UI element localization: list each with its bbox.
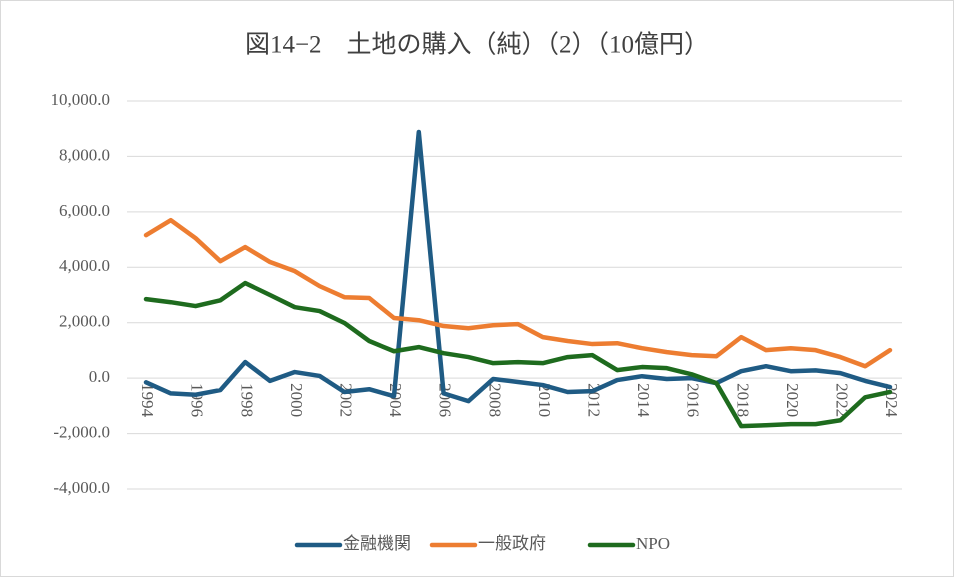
y-tick-label: -2,000.0	[53, 422, 110, 441]
x-tick-label: 2008	[485, 383, 504, 417]
x-tick-label: 2020	[783, 383, 802, 417]
x-tick-label: 2016	[684, 383, 703, 417]
y-tick-label: 2,000.0	[59, 312, 110, 331]
legend-label: 金融機関	[343, 534, 411, 553]
x-tick-label: 1998	[237, 383, 256, 417]
x-tick-label: 2000	[287, 383, 306, 417]
y-tick-label: 10,000.0	[51, 90, 111, 109]
y-tick-label: -4,000.0	[53, 478, 110, 497]
x-tick-label: 2006	[436, 383, 455, 417]
y-tick-label: 8,000.0	[59, 145, 110, 164]
legend-label: 一般政府	[478, 534, 546, 553]
chart-title: 図14−2 土地の購入（純）（2）（10億円）	[245, 31, 709, 59]
y-tick-label: 6,000.0	[59, 201, 110, 220]
series-line	[143, 129, 893, 404]
x-tick-label: 2004	[386, 383, 405, 418]
x-tick-label: 2010	[535, 383, 554, 417]
y-tick-label: 0.0	[89, 367, 110, 386]
y-tick-label: 4,000.0	[59, 256, 110, 275]
legend-label: NPO	[636, 534, 670, 553]
x-tick-label: 1994	[138, 383, 157, 418]
series-line	[143, 217, 893, 369]
series-line	[143, 280, 893, 429]
x-tick-label: 2022	[832, 383, 851, 417]
x-tick-label: 2018	[733, 383, 752, 417]
x-tick-label: 2014	[634, 383, 653, 418]
x-tick-label: 1996	[188, 383, 207, 417]
